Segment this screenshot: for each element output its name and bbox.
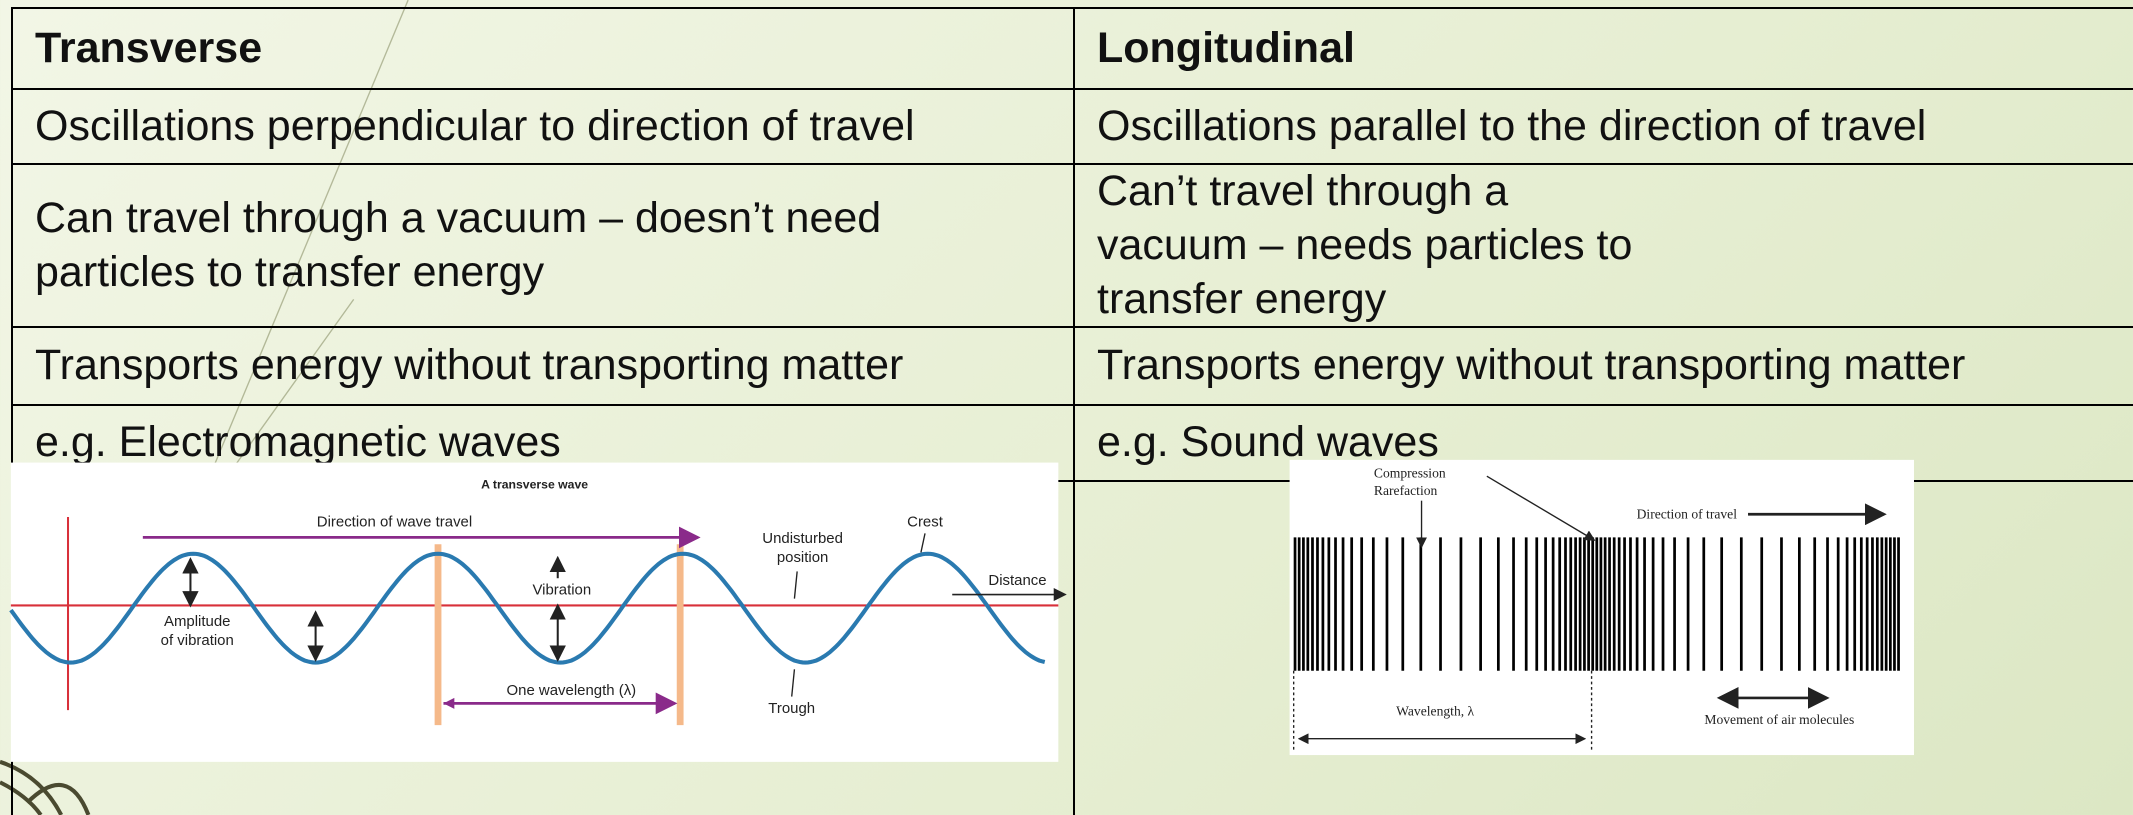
header-cell: Longitudinal	[1074, 8, 2133, 89]
cell: Transports energy without transporting m…	[12, 327, 1074, 405]
cell: Can travel through a vacuum – doesn’t ne…	[12, 164, 1074, 327]
cell: Oscillations perpendicular to direction …	[12, 89, 1074, 164]
cell: e.g. Sound waves	[1074, 405, 2133, 481]
diagram-cell	[1074, 481, 2133, 815]
cell: Oscillations parallel to the direction o…	[1074, 89, 2133, 164]
header-cell: Transverse	[12, 8, 1074, 89]
cell: Can’t travel through a vacuum – needs pa…	[1074, 164, 2133, 327]
cell: Transports energy without transporting m…	[1074, 327, 2133, 405]
diagram-cell	[12, 481, 1074, 815]
comparison-table: Transverse Longitudinal Oscillations per…	[11, 7, 2133, 815]
cell: e.g. Electromagnetic waves	[12, 405, 1074, 481]
slide: Transverse Longitudinal Oscillations per…	[0, 0, 2133, 815]
